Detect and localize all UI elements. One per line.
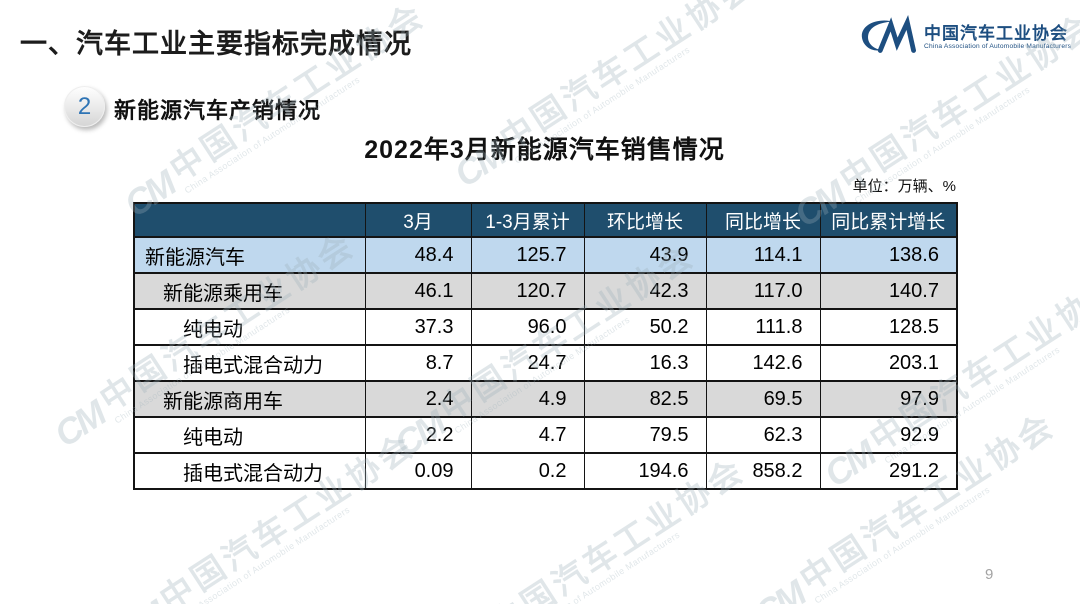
cam-logo-icon	[858, 14, 916, 59]
cell-value: 96.0	[470, 308, 585, 346]
section-heading: 新能源汽车产销情况	[114, 98, 322, 123]
watermark-logo-icon: CM	[107, 593, 172, 604]
cell-value: 4.7	[470, 416, 585, 454]
cell-value: 62.3	[705, 416, 821, 454]
sales-table: 3月 1-3月累计 环比增长 同比增长 同比累计增长 新能源汽车 48.4 12…	[133, 202, 958, 490]
row-label: 新能源乘用车	[133, 272, 366, 310]
cell-value: 111.8	[705, 308, 821, 346]
cell-value: 43.9	[583, 236, 707, 274]
cell-value: 97.9	[819, 380, 958, 418]
row-label: 插电式混合动力	[133, 452, 366, 490]
watermark-subtext: China Association of Automobile Manufact…	[502, 529, 682, 604]
cell-value: 16.3	[583, 344, 707, 382]
table-row: 新能源商用车 2.4 4.9 82.5 69.5 97.9	[133, 380, 958, 418]
cell-value: 79.5	[583, 416, 707, 454]
cell-value: 203.1	[819, 344, 958, 382]
cell-value: 194.6	[583, 452, 707, 490]
cell-value: 8.7	[364, 344, 472, 382]
cell-value: 114.1	[705, 236, 821, 274]
cell-value: 140.7	[819, 272, 958, 310]
cell-value: 4.9	[470, 380, 585, 418]
row-label: 纯电动	[133, 308, 366, 346]
column-header: 同比增长	[705, 202, 821, 238]
column-header: 1-3月累计	[470, 202, 585, 238]
cell-value: 858.2	[705, 452, 821, 490]
row-label: 新能源汽车	[133, 236, 366, 274]
cell-value: 69.5	[705, 380, 821, 418]
column-header: 环比增长	[583, 202, 707, 238]
cell-value: 24.7	[470, 344, 585, 382]
table-row: 新能源乘用车 46.1 120.7 42.3 117.0 140.7	[133, 272, 958, 310]
cell-value: 2.2	[364, 416, 472, 454]
cell-value: 117.0	[705, 272, 821, 310]
cell-value: 291.2	[819, 452, 958, 490]
row-label: 新能源商用车	[133, 380, 366, 418]
cell-value: 128.5	[819, 308, 958, 346]
org-logo: 中国汽车工业协会 China Association of Automobile…	[858, 14, 1071, 59]
page-number: 9	[985, 566, 994, 583]
cell-value: 0.09	[364, 452, 472, 490]
table-row: 插电式混合动力 0.09 0.2 194.6 858.2 291.2	[133, 452, 958, 490]
table-row: 插电式混合动力 8.7 24.7 16.3 142.6 203.1	[133, 344, 958, 382]
watermark-logo-icon: CM	[47, 393, 112, 455]
cell-value: 46.1	[364, 272, 472, 310]
cell-value: 138.6	[819, 236, 958, 274]
column-header: 同比累计增长	[819, 202, 958, 238]
org-subtitle: China Association of Automobile Manufact…	[924, 43, 1072, 51]
page-title: 一、汽车工业主要指标完成情况	[20, 29, 412, 59]
column-header: 3月	[364, 202, 472, 238]
section-number: 2	[77, 92, 92, 120]
row-label: 插电式混合动力	[133, 344, 366, 382]
row-label: 纯电动	[133, 416, 366, 454]
cell-value: 82.5	[583, 380, 707, 418]
table-row: 纯电动 2.2 4.7 79.5 62.3 92.9	[133, 416, 958, 454]
cell-value: 42.3	[583, 272, 707, 310]
header-row: 3月 1-3月累计 环比增长 同比增长 同比累计增长	[133, 202, 958, 238]
watermark: CM 中国汽车工业协会 China Association of Automob…	[446, 0, 766, 197]
cell-value: 50.2	[583, 308, 707, 346]
cell-value: 0.2	[470, 452, 585, 490]
cell-value: 142.6	[705, 344, 821, 382]
column-header	[133, 202, 366, 238]
cell-value: 2.4	[364, 380, 472, 418]
cell-value: 125.7	[470, 236, 585, 274]
org-name: 中国汽车工业协会	[924, 23, 1068, 43]
cell-value: 37.3	[364, 308, 472, 346]
cell-value: 48.4	[364, 236, 472, 274]
org-logo-names: 中国汽车工业协会 China Association of Automobile…	[924, 24, 1071, 51]
table-row: 新能源汽车 48.4 125.7 43.9 114.1 138.6	[133, 236, 958, 274]
cell-value: 92.9	[819, 416, 958, 454]
cell-value: 120.7	[470, 272, 585, 310]
watermark-logo-icon: CM	[747, 573, 812, 604]
table-row: 纯电动 37.3 96.0 50.2 111.8 128.5	[133, 308, 958, 346]
unit-label: 单位：万辆、%	[852, 178, 956, 195]
table-title: 2022年3月新能源汽车销售情况	[364, 136, 725, 164]
section-number-badge: 2	[64, 86, 105, 127]
